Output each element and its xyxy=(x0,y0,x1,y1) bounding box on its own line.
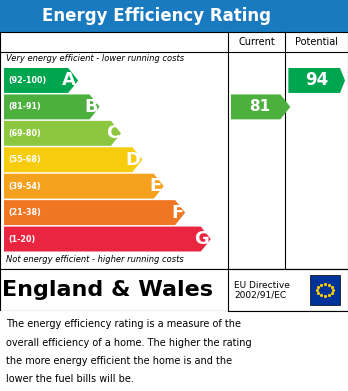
Polygon shape xyxy=(4,200,185,225)
Text: 2002/91/EC: 2002/91/EC xyxy=(234,291,286,300)
Text: F: F xyxy=(171,204,183,222)
Text: overall efficiency of a home. The higher the rating: overall efficiency of a home. The higher… xyxy=(6,337,252,348)
Polygon shape xyxy=(4,226,211,251)
Text: Very energy efficient - lower running costs: Very energy efficient - lower running co… xyxy=(6,54,184,63)
Text: E: E xyxy=(150,177,162,195)
Polygon shape xyxy=(231,95,290,119)
Text: C: C xyxy=(106,124,119,142)
Text: The energy efficiency rating is a measure of the: The energy efficiency rating is a measur… xyxy=(6,319,241,329)
Text: B: B xyxy=(84,98,97,116)
Text: D: D xyxy=(125,151,140,169)
Text: the more energy efficient the home is and the: the more energy efficient the home is an… xyxy=(6,356,232,366)
Bar xyxy=(310,275,340,305)
Text: (39-54): (39-54) xyxy=(8,182,41,191)
Text: G: G xyxy=(194,230,209,248)
Polygon shape xyxy=(4,147,142,172)
Bar xyxy=(0,0,348,32)
Text: (92-100): (92-100) xyxy=(8,76,46,85)
Text: (69-80): (69-80) xyxy=(8,129,41,138)
Bar xyxy=(0,311,348,391)
Text: A: A xyxy=(62,72,76,90)
Text: Energy Efficiency Rating: Energy Efficiency Rating xyxy=(42,7,271,25)
Text: (21-38): (21-38) xyxy=(8,208,41,217)
Text: (1-20): (1-20) xyxy=(8,235,35,244)
Text: Not energy efficient - higher running costs: Not energy efficient - higher running co… xyxy=(6,255,184,264)
Polygon shape xyxy=(4,95,100,119)
Bar xyxy=(0,32,348,269)
Text: (81-91): (81-91) xyxy=(8,102,41,111)
Text: Current: Current xyxy=(238,37,275,47)
Text: 81: 81 xyxy=(249,99,270,115)
Text: England & Wales: England & Wales xyxy=(2,280,213,300)
Polygon shape xyxy=(4,121,121,146)
Text: lower the fuel bills will be.: lower the fuel bills will be. xyxy=(6,375,134,384)
Text: 94: 94 xyxy=(305,72,328,90)
Text: EU Directive: EU Directive xyxy=(234,280,290,289)
Polygon shape xyxy=(4,174,164,199)
Text: (55-68): (55-68) xyxy=(8,155,41,164)
Bar xyxy=(0,269,348,311)
Polygon shape xyxy=(4,68,78,93)
Polygon shape xyxy=(288,68,345,93)
Text: Potential: Potential xyxy=(295,37,338,47)
